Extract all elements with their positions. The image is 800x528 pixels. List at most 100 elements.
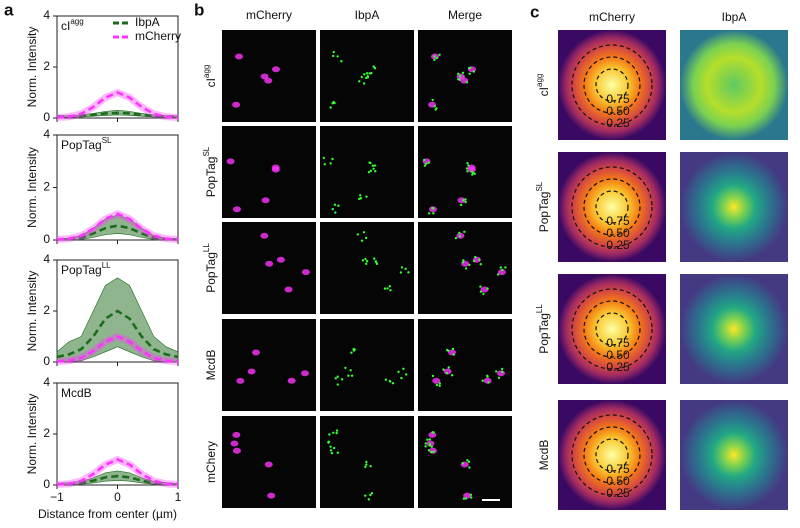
label-sup: LL: [102, 261, 111, 270]
foci: [404, 373, 408, 376]
foci: [364, 236, 368, 240]
foci: [464, 198, 467, 201]
micrograph: [222, 30, 316, 122]
y-tick-label: 2: [43, 303, 50, 317]
foci: [470, 496, 473, 499]
foci: [335, 431, 338, 435]
foci: [468, 466, 471, 469]
foci: [362, 231, 366, 234]
micrograph: [418, 30, 512, 122]
foci: [450, 374, 454, 377]
foci: [328, 433, 331, 436]
label-text: mChery: [204, 441, 218, 483]
foci: [462, 199, 465, 202]
foci: [424, 162, 428, 165]
contour: [583, 56, 641, 114]
label-text: PopTag: [61, 138, 102, 152]
foci: [474, 255, 477, 259]
foci: [501, 370, 504, 374]
foci: [479, 290, 483, 293]
foci: [466, 170, 469, 173]
column-header: mCherry: [246, 8, 292, 22]
foci: [467, 460, 471, 463]
row-label: PopTagLL: [202, 243, 218, 293]
micrograph: [320, 222, 414, 314]
contour-label: 0.75: [606, 92, 630, 106]
label-text: McdB: [204, 350, 218, 381]
cell-signal: [497, 370, 506, 377]
foci: [462, 259, 465, 262]
foci: [458, 74, 462, 78]
foci: [331, 157, 334, 161]
contour: [595, 312, 629, 346]
contour: [595, 190, 629, 224]
chart-title: PopTagLL: [61, 261, 111, 277]
foci: [333, 203, 337, 207]
foci: [370, 71, 373, 75]
foci: [386, 287, 389, 290]
foci: [372, 167, 375, 170]
label-text: PopTag: [537, 192, 551, 233]
foci: [435, 383, 439, 387]
label-sup: agg: [535, 74, 544, 87]
contour-label: 0.25: [606, 238, 630, 252]
row-label: mChery: [204, 441, 218, 483]
cell-signal: [460, 461, 469, 468]
foci: [365, 460, 368, 464]
foci: [375, 262, 379, 266]
foci: [331, 102, 334, 105]
foci: [433, 104, 436, 108]
foci: [327, 441, 330, 444]
foci: [370, 492, 374, 495]
foci: [364, 257, 367, 261]
foci: [334, 377, 337, 380]
cell-signal: [301, 370, 310, 377]
foci: [435, 56, 439, 60]
foci: [423, 158, 426, 162]
foci: [365, 260, 369, 263]
label-text: cI: [204, 78, 218, 87]
cell-signal: [247, 368, 256, 375]
row-label: PopTagLL: [535, 304, 551, 354]
foci: [465, 80, 469, 84]
cell-signal: [252, 349, 261, 356]
column-header: IbpA: [355, 8, 380, 22]
foci: [340, 378, 344, 381]
cell-signal: [232, 447, 241, 454]
foci: [362, 82, 366, 85]
foci: [428, 444, 431, 447]
foci: [464, 200, 467, 204]
cell-signal: [497, 269, 506, 276]
foci: [360, 75, 363, 79]
foci: [459, 203, 463, 207]
foci: [332, 54, 335, 58]
ibpa-average: [680, 152, 788, 262]
contour-label: 0.50: [606, 226, 630, 240]
label-sup: SL: [202, 146, 211, 156]
foci: [501, 268, 504, 272]
column-header: mCherry: [589, 10, 635, 24]
foci: [353, 348, 356, 351]
foci: [447, 349, 450, 352]
contour: [583, 426, 641, 484]
foci: [465, 167, 469, 170]
foci: [347, 374, 350, 377]
y-axis-label: Norm. Intensity: [25, 27, 39, 108]
mcherry-average: [558, 30, 666, 140]
y-tick-label: 4: [43, 375, 50, 389]
foci: [447, 366, 450, 369]
foci: [388, 285, 392, 288]
cell-signal: [463, 492, 472, 499]
chart-title: cIagg: [61, 17, 84, 33]
x-axis-label: Distance from center (µm): [38, 507, 177, 521]
foci: [472, 259, 476, 263]
label-text: PopTag: [537, 313, 551, 354]
micrograph: [222, 222, 316, 314]
y-axis-label: Norm. Intensity: [25, 271, 39, 352]
label-sup: agg: [202, 65, 211, 78]
foci: [427, 449, 431, 452]
foci: [427, 161, 430, 164]
foci: [368, 161, 371, 164]
label-sup: LL: [202, 243, 211, 252]
foci: [471, 171, 475, 175]
